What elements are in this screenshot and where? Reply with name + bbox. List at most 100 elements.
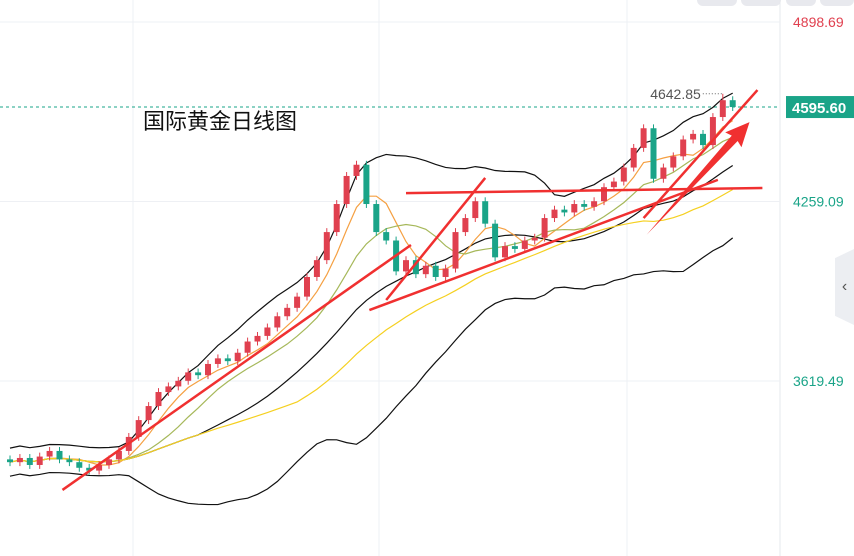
candle-body [145,406,152,421]
candle-body [462,218,469,233]
candle-body [323,232,330,261]
candle-body [175,380,182,387]
trendline [385,177,487,301]
candle-body [115,450,122,460]
candle-body [383,232,390,241]
candle-body [690,133,697,140]
candle-body [16,457,23,463]
candle-body [452,232,459,269]
candle-body [205,363,211,376]
candle-body [502,246,508,258]
candle-body [294,296,301,308]
candle-body [224,358,231,362]
candle-body [155,392,162,407]
candle-body [363,164,370,205]
candle-body [432,265,439,277]
candle-body [581,204,588,207]
toolbar-tab[interactable] [741,0,781,6]
y-tick-label: 4259.09 [793,193,844,209]
candle-body [719,100,726,118]
candle-body [333,204,340,233]
chevron-left-icon: ‹ [841,278,848,295]
candle-body [403,260,409,272]
candle-body [729,100,736,108]
candle-body [630,147,637,168]
candle-body [7,459,13,463]
ma-mid-line [9,136,733,463]
last-price-label: 4595.60 [792,100,846,117]
candle-body [185,372,192,381]
expand-panel-button[interactable]: ‹ [835,249,854,325]
candle-body [214,358,221,364]
candle-body [640,128,647,148]
candle-body [620,167,627,182]
candle-body [135,420,142,437]
candle-body [511,246,518,249]
candle-body [482,201,489,224]
candle-body [521,240,528,249]
candle-body [412,260,419,275]
candle-body [165,386,172,393]
y-tick-label: 4898.69 [793,14,844,30]
candle-body [670,156,677,168]
trendline [642,89,759,219]
candle-body [650,128,657,179]
candle-body [442,268,449,277]
candle-body [46,450,53,457]
toolbar-tab[interactable] [697,0,737,6]
candle-body [274,316,281,328]
candle-body [680,139,687,157]
candle-body [343,175,350,205]
candle-body [610,181,617,188]
candle-body [601,187,607,202]
bollinger-upper-line [9,92,733,449]
trendline [368,178,719,312]
grid [0,0,781,556]
candle-body [96,464,103,471]
candle-body [313,260,320,277]
candle-body [660,167,667,179]
candle-body [284,307,291,317]
candle-body [106,459,112,465]
chart-title: 国际黄金日线图 [143,109,298,134]
y-tick-label: 3619.49 [793,373,844,389]
candle-body [571,204,578,213]
candle-body [56,450,63,460]
candle-body [304,276,310,297]
candle-body [551,209,558,219]
candle-body [492,223,499,258]
trendlines [61,89,763,491]
candle-body [234,352,241,362]
candles: 4642.85 [7,86,736,475]
candle-body [195,372,202,376]
candle-body [561,209,568,213]
candle-body [264,327,271,336]
candle-body [36,456,43,465]
toolbar-tab[interactable] [820,0,854,6]
candle-body [76,462,83,468]
indicator-lines [9,92,734,506]
candle-body [541,218,548,238]
high-marker-label: 4642.85 [650,86,701,102]
candle-body [373,204,380,233]
candle-body [422,265,429,275]
candle-body [709,117,716,146]
candle-body [472,201,479,219]
candle-body [531,237,538,241]
candle-body [591,201,598,207]
trend-arrow [646,122,750,235]
candle-body [66,459,73,463]
trendline [61,243,412,491]
candle-body [254,335,261,342]
bollinger-lower-line [9,237,734,506]
candle-body [86,467,93,471]
price-axis[interactable]: 4898.69 4259.09 3619.49 4595.60 [786,14,854,389]
candle-body [700,133,706,146]
trendline [405,186,763,195]
ma-fast-line [9,120,734,466]
candle-body [353,164,360,176]
candle-body [244,341,251,353]
bollinger-middle-line [9,165,734,463]
toolbar-tab[interactable] [786,0,816,6]
